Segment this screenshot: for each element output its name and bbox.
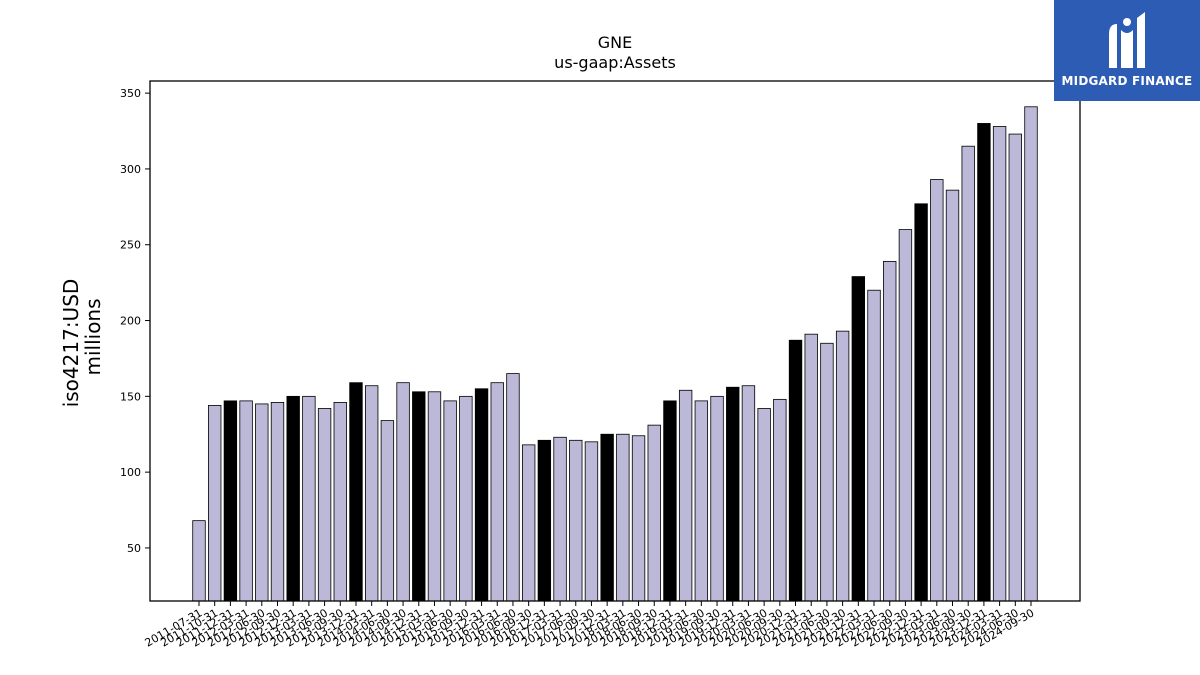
bar-2017-09-30 — [584, 441, 599, 602]
bar-2014-09-30 — [396, 382, 410, 602]
bar-2013-03-31 — [302, 395, 316, 602]
bar-2016-03-31 — [490, 382, 504, 602]
y-tick-label: 350 — [120, 87, 141, 100]
bar-2012-06-30 — [255, 403, 269, 602]
bar-2013-12-31 — [349, 382, 363, 602]
bars-group — [192, 106, 1038, 602]
y-axis: 50 100 150 200 250 300 350 — [120, 87, 150, 555]
bar-2016-12-31 — [537, 439, 552, 602]
bar-2020-03-31 — [741, 385, 756, 602]
bar-2021-03-31 — [804, 333, 818, 602]
bar-2023-09-30 — [961, 145, 975, 602]
bar-2018-03-31 — [616, 433, 630, 602]
bar-2012-09-30 — [270, 401, 285, 602]
company-logo: MIDGARD FINANCE — [1054, 0, 1200, 101]
bar-2012-12-31 — [286, 395, 300, 602]
bar-2021-12-31 — [851, 276, 865, 602]
bar-2014-03-31 — [364, 385, 379, 602]
bar-2014-12-31 — [412, 391, 426, 602]
bar-2020-12-31 — [788, 339, 803, 602]
bar-2012-03-31 — [239, 400, 253, 602]
logo-text: MIDGARD FINANCE — [1061, 74, 1193, 88]
bar-2023-03-31 — [930, 179, 944, 602]
bar-2022-03-31 — [867, 289, 881, 602]
bar-2020-06-30 — [757, 408, 771, 602]
chart-title: GNE — [598, 33, 632, 52]
bar-2023-12-31 — [977, 123, 991, 602]
bar-2016-06-30 — [506, 373, 520, 602]
bar-2011-10-31 — [208, 405, 222, 602]
bar-2015-03-31 — [427, 391, 442, 602]
bar-2018-12-31 — [663, 400, 677, 602]
bar-2021-09-30 — [835, 330, 850, 602]
bar-2021-06-30 — [820, 342, 834, 602]
bar-2011-12-31 — [223, 400, 238, 602]
bar-2014-06-30 — [380, 420, 395, 602]
bar-2017-03-31 — [553, 436, 567, 602]
bar-2019-03-31 — [678, 389, 693, 602]
bar-2013-09-30 — [333, 401, 347, 602]
bar-2024-09-30 — [1024, 106, 1038, 602]
bar-2022-12-31 — [914, 203, 928, 602]
bar-2019-06-30 — [694, 400, 709, 602]
bar-2019-12-31 — [726, 386, 740, 602]
y-axis-label-line1: iso4217:USD — [59, 279, 83, 408]
y-tick-label: 100 — [120, 466, 141, 479]
bar-2024-03-31 — [992, 126, 1007, 602]
y-tick-label: 50 — [127, 542, 141, 555]
bar-2011-07-31 — [192, 520, 206, 602]
y-axis-label-line2: millions — [81, 298, 105, 375]
bar-2024-06-30 — [1008, 133, 1022, 602]
bar-2015-06-30 — [443, 400, 457, 602]
midgard-logo-icon — [1109, 12, 1145, 68]
bar-2017-12-31 — [600, 433, 614, 602]
y-tick-label: 150 — [120, 390, 141, 403]
bar-2020-09-30 — [773, 398, 787, 602]
bar-2022-06-30 — [883, 261, 897, 602]
bar-2016-09-30 — [521, 444, 536, 602]
bar-2023-06-30 — [945, 189, 960, 602]
chart-subtitle: us-gaap:Assets — [554, 53, 676, 72]
bar-2017-06-30 — [569, 439, 583, 602]
bar-2015-12-31 — [474, 388, 489, 602]
bar-2022-09-30 — [898, 229, 913, 602]
bar-2015-09-30 — [459, 395, 473, 602]
plot-frame — [149, 80, 1081, 602]
y-tick-label: 250 — [120, 239, 141, 252]
y-tick-label: 300 — [120, 163, 141, 176]
bar-2013-06-30 — [317, 408, 332, 602]
bar-2018-09-30 — [647, 424, 661, 602]
y-tick-label: 200 — [120, 315, 141, 328]
x-axis: 2011-07-312011-10-312011-12-312012-03-31… — [143, 601, 1037, 650]
bar-2018-06-30 — [631, 435, 646, 602]
bar-2019-09-30 — [710, 395, 724, 602]
